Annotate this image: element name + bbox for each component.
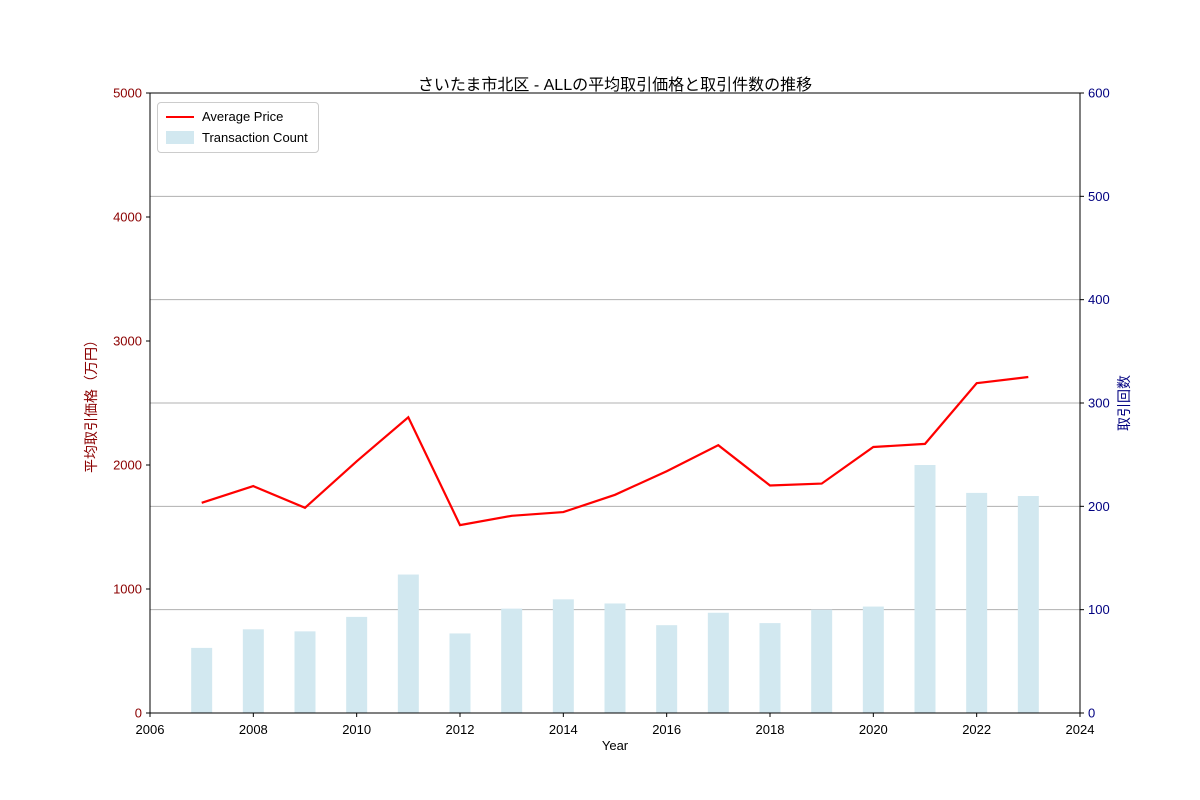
bar-2021 [914,465,936,713]
x-tick-label: 2010 [342,722,371,737]
bar-2014 [552,599,574,713]
left-y-tick-label: 2000 [113,458,142,473]
left-y-tick-label: 5000 [113,86,142,101]
bar-2016 [656,625,678,713]
bar-2017 [707,612,729,713]
right-y-tick-label: 600 [1088,86,1110,101]
left-y-tick-label: 1000 [113,582,142,597]
right-y-tick-label: 200 [1088,499,1110,514]
x-tick-label: 2020 [859,722,888,737]
x-tick-label: 2022 [962,722,991,737]
left-axis-label: 平均取引価格（万円） [83,333,99,473]
x-tick-label: 2012 [446,722,475,737]
left-y-tick-label: 4000 [113,210,142,225]
left-y-tick-label: 3000 [113,334,142,349]
bar-2018 [759,623,781,713]
right-y-tick-label: 100 [1088,602,1110,617]
legend-line-sample-icon [166,115,194,118]
bar-2020 [862,606,884,713]
x-tick-label: 2006 [136,722,165,737]
right-y-tick-label: 300 [1088,396,1110,411]
x-tick-label: 2024 [1066,722,1095,737]
bar-2008 [242,629,264,713]
legend-item-transaction-count: Transaction Count [166,130,308,145]
legend-label: Average Price [202,109,284,124]
right-y-tick-label: 400 [1088,292,1110,307]
legend-item-average-price: Average Price [166,109,308,124]
bar-2022 [966,492,988,713]
bar-2023 [1017,496,1039,713]
bar-2019 [811,609,833,713]
bar-2013 [501,608,523,713]
legend: Average Price Transaction Count [157,102,319,153]
x-tick-label: 2018 [756,722,785,737]
bar-2015 [604,603,626,713]
average-price-line [201,375,1029,527]
right-y-tick-label: 0 [1088,706,1095,721]
bar-2007 [191,647,213,713]
bar-2012 [449,633,471,713]
x-tick-label: 2016 [652,722,681,737]
legend-patch-sample-icon [166,131,194,144]
x-tick-label: 2014 [549,722,578,737]
right-y-tick-label: 500 [1088,189,1110,204]
left-y-tick-label: 0 [135,706,142,721]
bar-2011 [397,574,419,713]
chart-title: さいたま市北区 - ALLの平均取引価格と取引件数の推移 [417,77,813,94]
bar-2010 [346,616,368,713]
x-axis-label: Year [601,738,629,753]
x-tick-label: 2008 [239,722,268,737]
legend-label: Transaction Count [202,130,308,145]
bar-2009 [294,631,316,713]
right-axis-label: 取引回数 [1116,375,1132,431]
